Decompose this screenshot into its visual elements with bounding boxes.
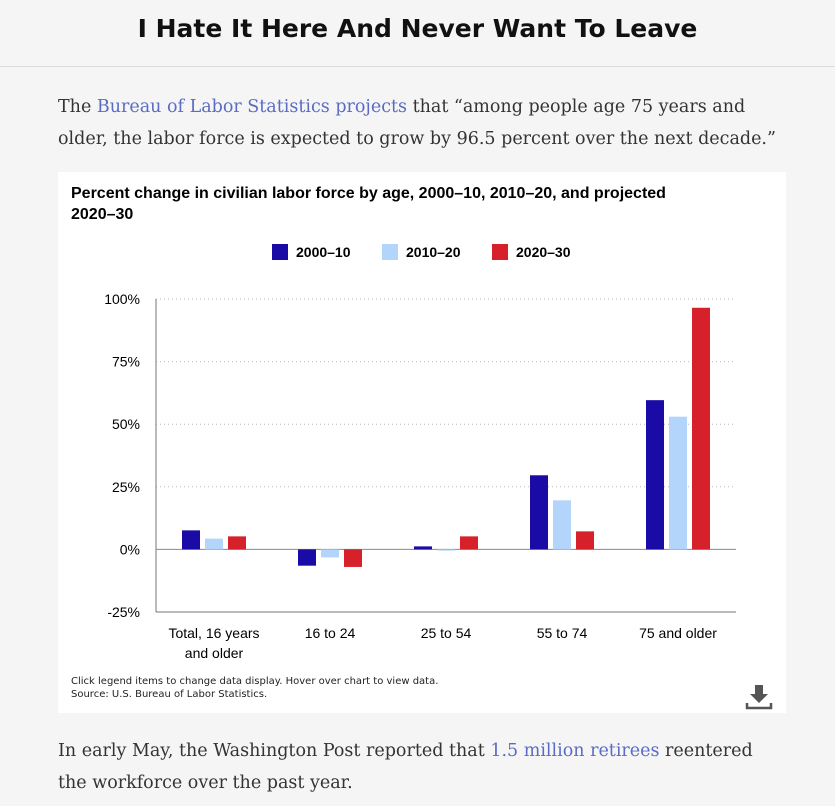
bar-chart[interactable]: -25% 0% 25% 50% 75% 100% Total, 16 years and ol… — [58, 172, 786, 672]
y-tick-label: 0% — [120, 541, 140, 557]
bar-2010-20[interactable] — [553, 500, 571, 550]
legend-label-2010-20: 2010–20 — [406, 244, 461, 260]
x-tick-label: 25 to 54 — [421, 625, 472, 641]
x-tick-label: 75 and older — [639, 625, 717, 641]
retirees-link[interactable]: 1.5 million retirees — [490, 741, 660, 761]
chart-card: Percent change in civilian labor force b… — [58, 172, 786, 713]
legend-item-2020-30[interactable]: 2020–30 — [492, 242, 571, 262]
bar-2010-20[interactable] — [669, 416, 687, 550]
y-tick-label: 75% — [112, 354, 140, 370]
bar-2010-20[interactable] — [205, 538, 223, 550]
bar-2010-20[interactable] — [437, 549, 455, 551]
bar-2000-10[interactable] — [298, 549, 316, 566]
bar-2000-10[interactable] — [530, 475, 548, 550]
legend-swatch-2010-20 — [382, 244, 398, 260]
site-title[interactable]: I Hate It Here And Never Want To Leave — [137, 14, 698, 43]
bar-2000-10[interactable] — [182, 530, 200, 550]
chart-legend: 2000–10 2010–20 2020–30 — [58, 242, 786, 264]
paragraph-intro: The Bureau of Labor Statistics projects … — [58, 91, 783, 155]
chart-note: Click legend items to change data displa… — [71, 675, 438, 701]
legend-item-2000-10[interactable]: 2000–10 — [272, 242, 351, 262]
y-tick-label: 25% — [112, 479, 140, 495]
legend-label-2000-10: 2000–10 — [296, 244, 351, 260]
x-tick-label: Total, 16 years — [168, 625, 259, 641]
paragraph-retirees: In early May, the Washington Post report… — [58, 735, 783, 799]
x-tick-label: and older — [185, 645, 244, 661]
legend-swatch-2000-10 — [272, 244, 288, 260]
chart-source: Source: U.S. Bureau of Labor Statistics. — [71, 689, 268, 700]
y-tick-label: 50% — [112, 416, 140, 432]
bar-2000-10[interactable] — [414, 546, 432, 550]
bls-projects-link[interactable]: Bureau of Labor Statistics projects — [96, 97, 408, 117]
legend-swatch-2020-30 — [492, 244, 508, 260]
y-tick-label: -25% — [107, 604, 140, 620]
chart-title: Percent change in civilian labor force b… — [71, 185, 666, 223]
site-header: I Hate It Here And Never Want To Leave — [0, 0, 835, 67]
bar-2020-30[interactable] — [460, 536, 478, 550]
bar-2000-10[interactable] — [646, 400, 664, 550]
legend-label-2020-30: 2020–30 — [516, 244, 571, 260]
y-tick-label: 100% — [104, 291, 140, 307]
x-tick-label: 55 to 74 — [537, 625, 588, 641]
chart-instructions: Click legend items to change data displa… — [71, 676, 439, 687]
bar-2020-30[interactable] — [344, 549, 362, 567]
paragraph-intro-text: The — [58, 97, 97, 117]
bar-2020-30[interactable] — [576, 531, 594, 550]
bar-2020-30[interactable] — [692, 307, 710, 550]
download-icon[interactable] — [744, 681, 774, 711]
bar-2020-30[interactable] — [228, 536, 246, 550]
x-tick-label: 16 to 24 — [305, 625, 356, 641]
legend-item-2010-20[interactable]: 2010–20 — [382, 242, 461, 262]
paragraph-intro-text-end: that “among people age 75 years and olde… — [58, 97, 776, 149]
paragraph-retirees-text-end: reentered the workforce over the past ye… — [58, 741, 753, 793]
paragraph-retirees-text: In early May, the Washington Post report… — [58, 741, 491, 761]
bar-2010-20[interactable] — [321, 549, 339, 558]
